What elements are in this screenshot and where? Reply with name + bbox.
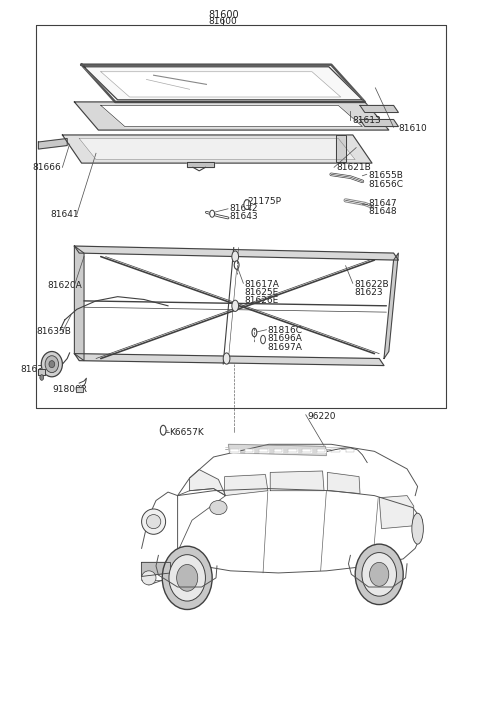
Polygon shape xyxy=(84,67,362,100)
Ellipse shape xyxy=(210,501,227,515)
Text: 81666: 81666 xyxy=(33,163,61,172)
Text: 81600: 81600 xyxy=(209,18,238,26)
Ellipse shape xyxy=(234,261,239,269)
Ellipse shape xyxy=(232,300,239,311)
Text: 81643: 81643 xyxy=(229,212,258,221)
Text: 81648: 81648 xyxy=(369,207,397,216)
Text: K6657K: K6657K xyxy=(169,428,204,437)
Text: 96220: 96220 xyxy=(307,412,336,420)
Polygon shape xyxy=(288,449,297,452)
Polygon shape xyxy=(230,449,239,452)
Text: 81620A: 81620A xyxy=(47,281,82,290)
Text: 81617A: 81617A xyxy=(245,280,280,288)
Polygon shape xyxy=(74,246,84,361)
Text: 81600: 81600 xyxy=(208,10,239,20)
Ellipse shape xyxy=(261,335,265,344)
Text: 81610: 81610 xyxy=(398,124,427,133)
Ellipse shape xyxy=(146,515,161,529)
Text: 81625E: 81625E xyxy=(245,288,279,297)
Polygon shape xyxy=(384,253,398,359)
Ellipse shape xyxy=(169,555,205,601)
Text: 81656C: 81656C xyxy=(369,180,404,188)
Polygon shape xyxy=(360,105,398,112)
Text: 81641: 81641 xyxy=(50,210,79,219)
Polygon shape xyxy=(302,449,311,452)
Polygon shape xyxy=(336,135,346,162)
Ellipse shape xyxy=(210,210,215,217)
Polygon shape xyxy=(74,246,398,260)
Polygon shape xyxy=(327,472,360,494)
Ellipse shape xyxy=(142,509,166,534)
Polygon shape xyxy=(270,471,324,491)
Text: 81621B: 81621B xyxy=(336,163,371,172)
Text: 91800R: 91800R xyxy=(53,385,88,394)
Polygon shape xyxy=(360,120,398,127)
Polygon shape xyxy=(38,138,67,149)
Ellipse shape xyxy=(412,513,423,544)
Polygon shape xyxy=(225,475,268,496)
Ellipse shape xyxy=(244,200,251,209)
Polygon shape xyxy=(245,449,253,452)
Polygon shape xyxy=(228,444,326,456)
Polygon shape xyxy=(274,449,282,452)
Polygon shape xyxy=(101,72,341,97)
Polygon shape xyxy=(142,562,170,576)
Text: 81655B: 81655B xyxy=(369,172,404,180)
Ellipse shape xyxy=(232,251,239,262)
Polygon shape xyxy=(62,135,372,163)
Text: 81816C: 81816C xyxy=(268,326,303,335)
Ellipse shape xyxy=(252,328,257,337)
Text: 81697A: 81697A xyxy=(268,343,303,352)
Text: 81613: 81613 xyxy=(353,117,382,125)
Text: 81642: 81642 xyxy=(229,205,258,213)
Polygon shape xyxy=(379,496,414,529)
Ellipse shape xyxy=(160,425,166,435)
Polygon shape xyxy=(74,354,384,366)
Polygon shape xyxy=(346,449,354,452)
Ellipse shape xyxy=(45,356,59,373)
Ellipse shape xyxy=(40,375,44,380)
Ellipse shape xyxy=(355,544,403,605)
Ellipse shape xyxy=(162,546,212,610)
Text: 81647: 81647 xyxy=(369,200,397,208)
Ellipse shape xyxy=(177,565,198,591)
Text: 81626E: 81626E xyxy=(245,297,279,305)
Ellipse shape xyxy=(41,352,62,377)
Polygon shape xyxy=(76,387,83,392)
Polygon shape xyxy=(38,369,45,375)
Polygon shape xyxy=(74,102,389,130)
Polygon shape xyxy=(187,162,214,167)
Text: 81623: 81623 xyxy=(354,288,383,297)
Text: 81631: 81631 xyxy=(20,365,49,373)
Ellipse shape xyxy=(370,562,389,586)
Polygon shape xyxy=(317,449,325,452)
Polygon shape xyxy=(259,449,268,452)
Polygon shape xyxy=(190,470,226,496)
Ellipse shape xyxy=(142,571,156,585)
Polygon shape xyxy=(101,105,362,127)
Polygon shape xyxy=(331,449,340,452)
Text: 81635B: 81635B xyxy=(36,328,71,336)
Polygon shape xyxy=(79,138,355,160)
Text: 81696A: 81696A xyxy=(268,335,303,343)
Text: 21175P: 21175P xyxy=(247,197,281,205)
Text: 81622B: 81622B xyxy=(354,280,389,288)
Ellipse shape xyxy=(362,553,396,596)
Ellipse shape xyxy=(223,353,230,364)
Ellipse shape xyxy=(49,361,55,368)
